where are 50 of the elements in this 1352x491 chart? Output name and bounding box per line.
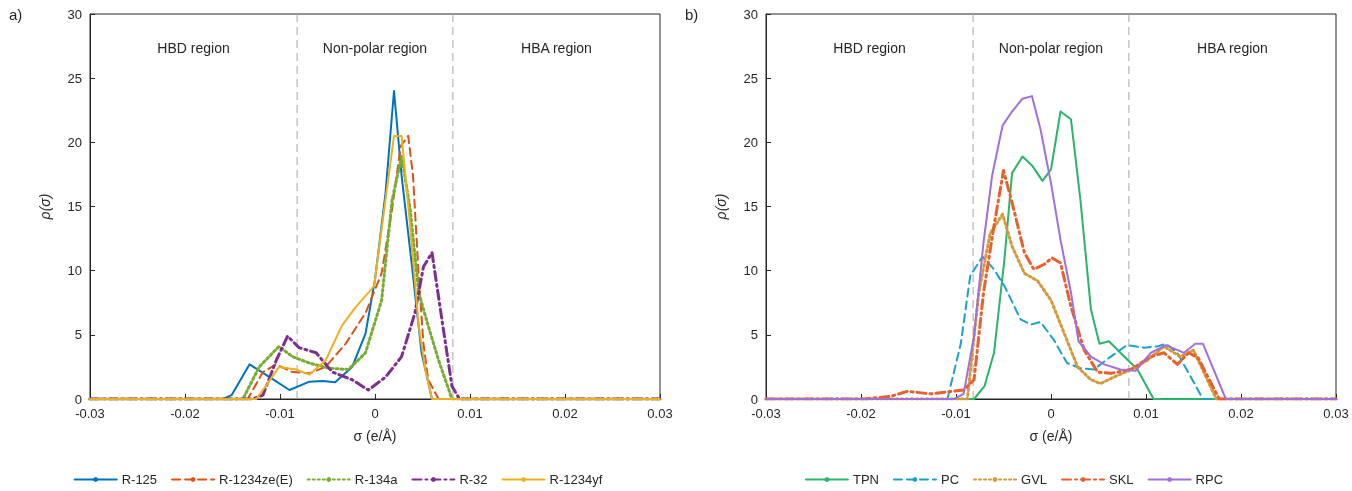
legend-label: GVL [1021, 472, 1048, 487]
x-tick-label: -0.01 [941, 406, 971, 421]
annotation: HBD region [833, 40, 906, 56]
x-tick-label: 0.01 [1133, 406, 1159, 421]
x-axis-title: σ (e/Å) [353, 428, 397, 444]
chart-title: a) [9, 6, 23, 23]
legend-label: SKL [1109, 472, 1134, 487]
chart-title: b) [685, 6, 699, 23]
x-tick-label: -0.02 [170, 406, 200, 421]
y-tick-label: 20 [743, 134, 758, 150]
annotation: HBD region [157, 40, 230, 56]
y-tick-label: 10 [743, 263, 758, 279]
legend-label: R-125 [121, 472, 158, 487]
annotation: HBA region [521, 40, 592, 56]
legend-label: R-134a [354, 472, 399, 487]
x-tick-label: -0.03 [751, 406, 781, 421]
y-tick-label: 30 [743, 6, 758, 22]
annotation: Non-polar region [998, 40, 1104, 56]
legend-label: R-1234ze(E) [219, 472, 293, 487]
y-tick-label: 25 [67, 70, 82, 86]
annotation: Non-polar region [322, 40, 428, 56]
legend-label: PC [940, 472, 960, 487]
x-tick-label: -0.03 [75, 406, 105, 421]
legend-label: R-1234yf [549, 472, 603, 487]
y-axis-title: ρ(σ) [37, 193, 53, 221]
y-axis-title: ρ(σ) [713, 193, 729, 221]
x-tick-label: 0.02 [1228, 406, 1254, 421]
x-axis-title: σ (e/Å) [1029, 428, 1073, 444]
y-tick-label: 0 [750, 391, 758, 407]
x-tick-label: 0.02 [552, 406, 578, 421]
x-tick-label: 0.03 [1323, 406, 1349, 421]
x-tick-label: 0 [1047, 406, 1055, 421]
x-tick-label: -0.02 [846, 406, 876, 421]
y-tick-label: 25 [743, 70, 758, 86]
y-tick-label: 15 [67, 199, 82, 214]
y-tick-label: 20 [67, 134, 82, 150]
x-tick-label: 0 [371, 406, 379, 421]
y-tick-label: 30 [67, 6, 82, 22]
x-tick-label: -0.01 [265, 406, 295, 421]
legend-label: TPN [852, 472, 879, 487]
y-tick-label: 5 [750, 327, 758, 343]
x-tick-label: 0.03 [647, 406, 673, 421]
annotation: HBA region [1197, 40, 1268, 56]
legend-label: R-32 [459, 472, 488, 487]
legend-label: RPC [1195, 472, 1224, 487]
y-tick-label: 0 [74, 391, 82, 407]
x-tick-label: 0.01 [457, 406, 483, 421]
y-tick-label: 10 [67, 263, 82, 279]
y-tick-label: 5 [74, 327, 82, 343]
y-tick-label: 15 [743, 199, 758, 214]
